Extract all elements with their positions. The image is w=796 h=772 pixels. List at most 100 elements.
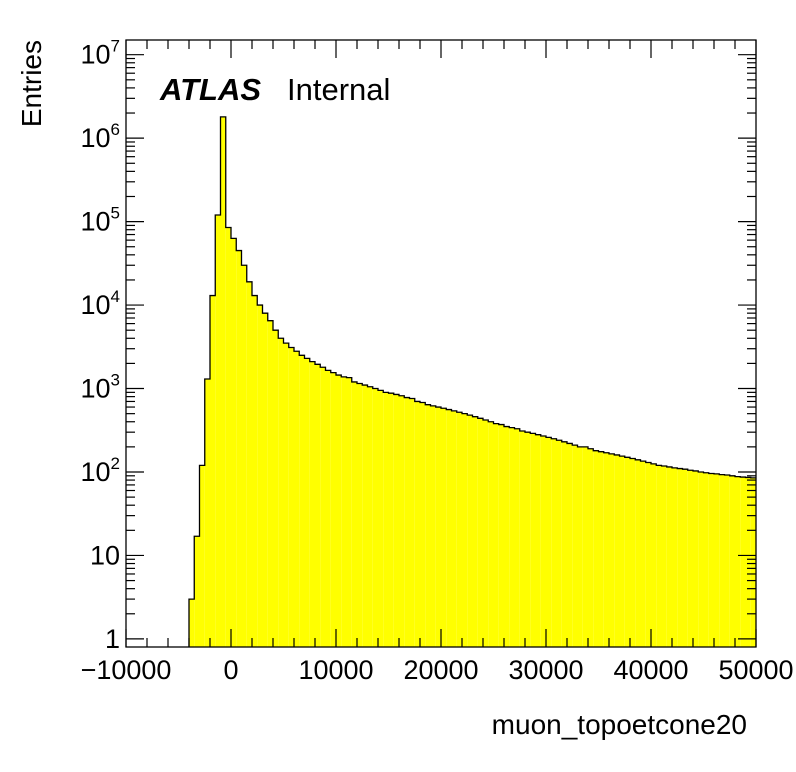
histogram-bin (488, 421, 494, 647)
histogram-bin (446, 409, 452, 647)
histogram-bin (467, 415, 473, 647)
histogram-bin (672, 467, 678, 647)
histogram-bin (278, 338, 284, 647)
histogram-bin (740, 477, 746, 647)
histogram-bin (703, 472, 709, 647)
histogram-bin (456, 412, 462, 647)
histogram-bin (215, 215, 221, 647)
histogram-bin (225, 227, 231, 647)
histogram-bin (519, 430, 525, 647)
x-tick-labels: −10000 0 10000 20000 30000 40000 50000 (81, 655, 794, 685)
y-tick-label: 102 (80, 454, 120, 487)
x-tick-label: 10000 (298, 655, 373, 685)
y-tick-label: 1 (105, 624, 120, 654)
histogram-bin (729, 475, 735, 647)
histogram-bin (735, 476, 741, 647)
histogram-bin (546, 437, 552, 647)
histogram-bin (677, 468, 683, 647)
histogram-bin (404, 397, 410, 647)
histogram-bin (320, 367, 326, 647)
histogram-bin (525, 432, 531, 647)
histogram-bin (624, 457, 630, 647)
histogram-bin (719, 474, 725, 647)
histogram-bin (409, 398, 415, 647)
histogram-bin (393, 394, 399, 647)
histogram-bin (236, 250, 242, 647)
histogram-bin (346, 377, 352, 647)
histogram-bin (462, 413, 468, 647)
histogram-outline (188, 116, 756, 647)
histogram-bin (435, 407, 441, 647)
histogram-bin (304, 358, 310, 647)
histogram-bin (698, 471, 704, 647)
x-tick-label: 30000 (508, 655, 583, 685)
histogram-bin (194, 536, 200, 647)
y-axis-title: Entries (16, 40, 47, 127)
histogram-bin (430, 405, 436, 647)
histogram-bin (414, 401, 420, 647)
histogram-bin (451, 410, 457, 647)
histogram-bin (582, 446, 588, 647)
histogram-bin (593, 450, 599, 647)
histogram-bin (556, 440, 562, 647)
x-axis-title: muon_topoetcone20 (492, 709, 747, 740)
histogram-bin (745, 477, 751, 647)
y-tick-label: 105 (80, 204, 120, 237)
histogram-bin (645, 462, 651, 647)
histogram-bin (619, 456, 625, 647)
y-tick-label: 103 (80, 371, 120, 404)
histogram-bin (561, 441, 567, 647)
histogram-bin (530, 433, 536, 647)
histogram-bin (614, 454, 620, 647)
histogram-bin (483, 419, 489, 647)
x-tick-label: 50000 (718, 655, 793, 685)
histogram-bin (283, 343, 289, 647)
histogram-bin (514, 428, 520, 647)
histogram-bin (315, 364, 321, 647)
histogram-bin (687, 470, 693, 647)
axis-ticks (125, 40, 757, 647)
histogram-bin (399, 395, 405, 647)
y-tick-label: 107 (80, 37, 120, 70)
histogram-bin (267, 320, 273, 647)
histogram-bin (299, 355, 305, 647)
histogram-bin (609, 453, 615, 647)
histogram-bin (309, 361, 315, 647)
histogram-bin (588, 448, 594, 647)
histogram-bin (325, 370, 331, 647)
histogram-bin (210, 295, 216, 647)
histogram-bin (204, 379, 210, 647)
histogram-bin (441, 408, 447, 647)
y-tick-label: 10 (90, 540, 120, 570)
histogram-bin (378, 390, 384, 647)
histogram-bars (188, 116, 756, 648)
histogram-bin (294, 351, 300, 647)
histogram-bin (567, 443, 573, 647)
histogram-bin (493, 423, 499, 647)
histogram-bin (372, 388, 378, 647)
histogram-bin (504, 426, 510, 647)
experiment-label: ATLAS (159, 72, 261, 107)
histogram-bin (246, 281, 252, 647)
x-tick-label: 0 (223, 655, 238, 685)
histogram-bin (551, 438, 557, 647)
histogram-bin (472, 416, 478, 647)
x-tick-label: −10000 (81, 655, 172, 685)
histogram-bin (708, 473, 714, 647)
histogram-bin (189, 599, 195, 647)
histogram-bin (651, 463, 657, 647)
histogram-bin (661, 465, 667, 647)
histogram-bin (362, 385, 368, 647)
histogram-bin (357, 383, 363, 647)
histogram-bin (682, 469, 688, 647)
histogram-bin (630, 458, 636, 647)
histogram-bin (603, 452, 609, 647)
x-tick-label: 20000 (403, 655, 478, 685)
histogram-bin (273, 330, 279, 647)
histogram-bin (477, 418, 483, 647)
histogram-bin (330, 372, 336, 647)
histogram-bin (262, 313, 268, 647)
histogram-bin (498, 424, 504, 647)
histogram-bin (540, 435, 546, 647)
